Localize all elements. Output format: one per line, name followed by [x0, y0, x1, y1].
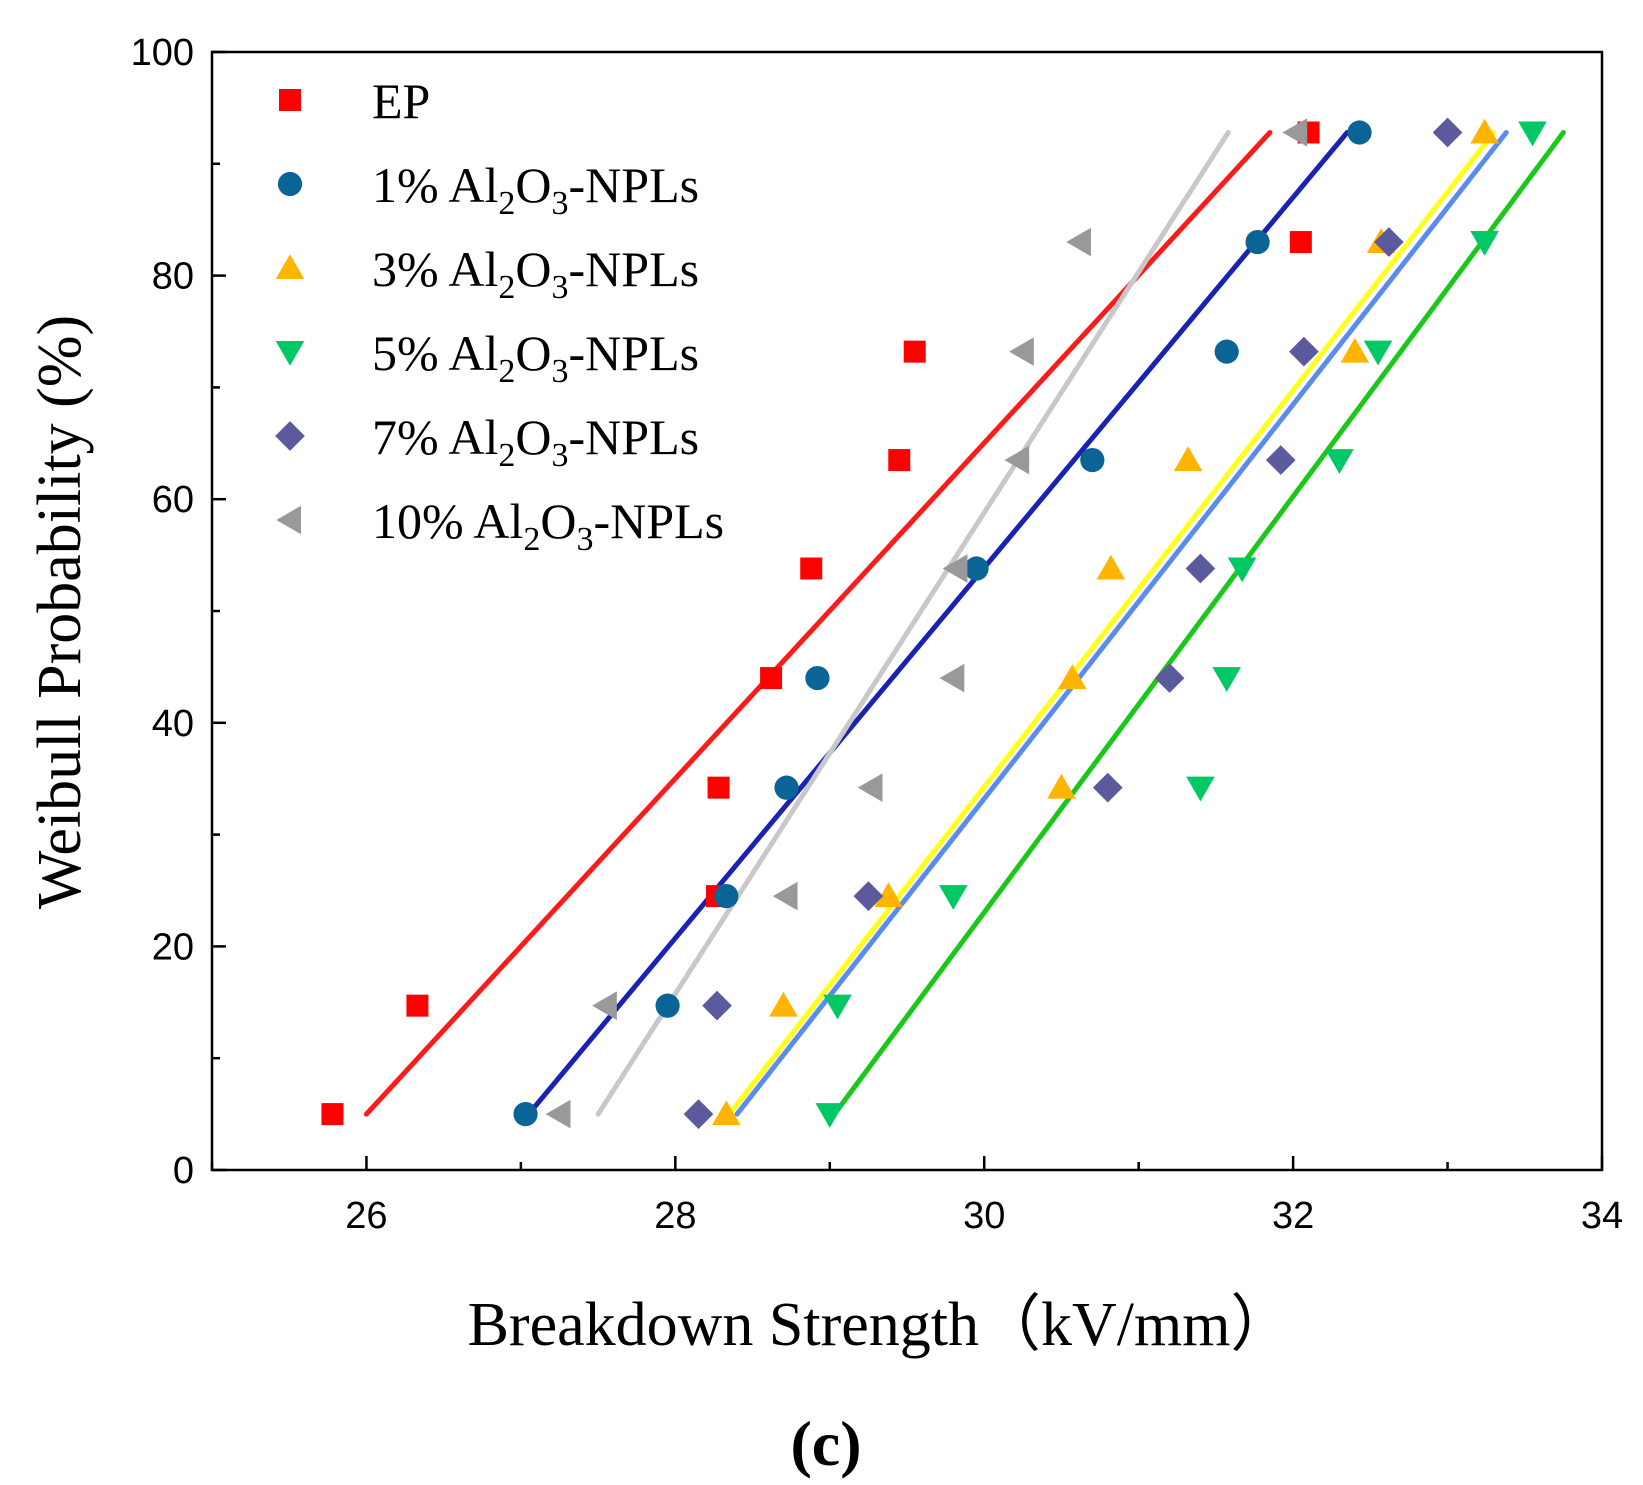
y-axis-title: Weibull Probability (%): [26, 315, 94, 909]
data-point-series-1: [406, 994, 429, 1017]
data-point-series-6: [772, 881, 798, 911]
data-point-series-5: [1092, 772, 1123, 803]
x-tick-label: 30: [963, 1195, 1005, 1237]
y-tick-label: 0: [173, 1150, 194, 1192]
legend-label: 7% Al2O3-NPLs: [372, 409, 699, 474]
fit-lines-layer: [363, 129, 1566, 1117]
legend-marker: [277, 171, 303, 197]
data-point-series-4: [815, 1103, 845, 1128]
fit-line-series-4: [831, 129, 1566, 1117]
data-point-series-5: [702, 990, 732, 1021]
data-point-series-1: [903, 340, 926, 363]
data-point-series-6: [1282, 118, 1308, 147]
data-point-series-2: [1347, 120, 1372, 145]
data-point-series-5: [1265, 445, 1296, 475]
data-point-series-6: [592, 991, 617, 1020]
data-point-series-2: [805, 665, 830, 691]
data-point-series-3: [1173, 446, 1203, 472]
data-point-series-2: [774, 775, 799, 800]
data-point-series-5: [1154, 663, 1185, 693]
data-point-series-1: [888, 449, 911, 472]
data-point-series-5: [1432, 117, 1463, 148]
legend-marker: [279, 89, 301, 111]
y-tick-label: 60: [152, 479, 194, 521]
legend: EP 1% Al2O3-NPLs 3% Al2O3-NPLs 5% Al2O3-NPL…: [275, 73, 724, 558]
data-point-series-1: [1289, 231, 1312, 254]
x-tick-label: 26: [345, 1195, 387, 1237]
legend-label: 5% Al2O3-NPLs: [372, 325, 699, 390]
data-point-series-2: [513, 1102, 538, 1127]
fit-line-series-3: [726, 129, 1497, 1117]
axes-layer: 26 28 30 32 34 0 20 40 60 80 100: [131, 32, 1624, 1237]
legend-marker: [275, 421, 305, 451]
data-point-series-2: [1245, 229, 1270, 255]
fit-line-series-6: [595, 129, 1231, 1117]
data-point-series-6: [942, 554, 968, 583]
data-point-series-2: [1080, 447, 1105, 473]
data-point-series-4: [1186, 776, 1215, 802]
data-point-series-6: [1009, 337, 1034, 366]
data-point-series-2: [655, 993, 680, 1018]
data-point-series-5: [683, 1099, 714, 1129]
data-point-series-6: [545, 1099, 571, 1129]
data-point-series-3: [1047, 773, 1076, 799]
x-tick-label: 28: [654, 1195, 696, 1237]
data-point-series-2: [1214, 339, 1239, 364]
figure-caption: (c): [790, 1408, 861, 1479]
data-point-series-5: [1374, 227, 1404, 257]
fit-line-series-2: [526, 129, 1350, 1117]
data-point-series-1: [760, 667, 783, 690]
legend-marker: [275, 341, 305, 366]
x-tick-label: 34: [1581, 1195, 1623, 1237]
data-point-series-3: [1470, 118, 1499, 144]
data-point-series-6: [857, 773, 883, 802]
legend-marker: [275, 254, 305, 279]
data-point-series-2: [714, 883, 739, 909]
data-point-series-4: [1363, 340, 1393, 366]
data-point-series-3: [1096, 554, 1126, 580]
data-point-series-4: [1227, 557, 1257, 583]
data-point-series-1: [707, 776, 730, 799]
data-point-series-4: [1518, 121, 1547, 147]
data-point-series-5: [853, 881, 884, 911]
data-point-series-1: [800, 557, 823, 580]
data-point-series-4: [823, 994, 852, 1020]
data-point-series-2: [964, 556, 989, 581]
legend-marker: [276, 505, 301, 535]
legend-label: EP: [372, 73, 430, 129]
data-point-series-4: [1212, 667, 1241, 692]
y-tick-label: 100: [131, 32, 194, 74]
y-tick-label: 80: [152, 256, 194, 298]
data-point-series-4: [939, 885, 968, 910]
data-point-series-5: [1289, 336, 1319, 367]
data-point-series-3: [1057, 664, 1087, 690]
legend-label: 10% Al2O3-NPLs: [372, 493, 724, 558]
fit-line-series-5: [734, 129, 1509, 1117]
y-tick-label: 40: [152, 703, 194, 745]
data-point-series-1: [321, 1103, 344, 1126]
data-point-series-4: [1470, 231, 1499, 256]
legend-label: 1% Al2O3-NPLs: [372, 157, 699, 222]
data-point-series-5: [1185, 553, 1216, 584]
data-point-series-3: [712, 1100, 741, 1126]
data-point-series-6: [1004, 445, 1030, 475]
data-point-series-3: [769, 991, 798, 1017]
data-markers-layer: [321, 117, 1547, 1129]
data-point-series-3: [874, 882, 903, 908]
data-point-series-3: [1340, 337, 1370, 363]
data-point-series-6: [1066, 227, 1091, 257]
fit-line-series-1: [363, 129, 1273, 1117]
data-point-series-6: [939, 663, 965, 693]
data-point-series-4: [1325, 449, 1354, 474]
legend-label: 3% Al2O3-NPLs: [372, 241, 699, 306]
x-axis-title: Breakdown Strength（kV/mm）: [468, 1291, 1293, 1359]
x-tick-label: 32: [1272, 1195, 1314, 1237]
y-tick-label: 20: [152, 926, 194, 968]
